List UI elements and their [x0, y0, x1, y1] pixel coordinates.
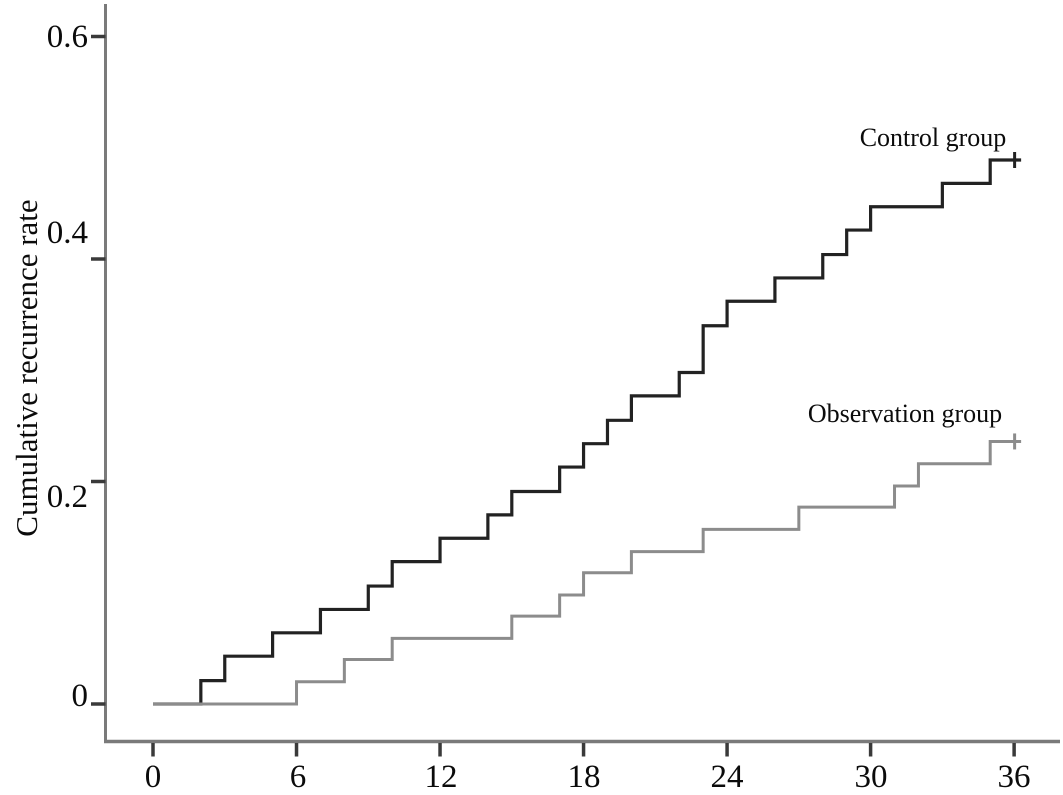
x-tick-label-24: 24 [710, 759, 744, 795]
x-tick-label-36: 36 [997, 759, 1031, 795]
y-tick-label-0-2: 0.2 [46, 479, 88, 515]
y-tick-label-0: 0 [71, 678, 89, 714]
observation-curve [153, 439, 1022, 706]
x-tick-label-0: 0 [144, 759, 162, 795]
x-tick-label-12: 12 [424, 759, 458, 795]
series-label-control-group: Control group [859, 123, 1007, 152]
y-tick-label-0-4: 0.4 [46, 215, 88, 251]
y-tick-label-0-6: 0.6 [46, 19, 88, 55]
x-tick-label-30: 30 [854, 759, 888, 795]
control-curve [153, 158, 1022, 706]
x-tick-label-6: 6 [289, 759, 307, 795]
x-tick-label-18: 18 [567, 759, 601, 795]
series-label-observation-group: Observation group [807, 399, 1003, 428]
